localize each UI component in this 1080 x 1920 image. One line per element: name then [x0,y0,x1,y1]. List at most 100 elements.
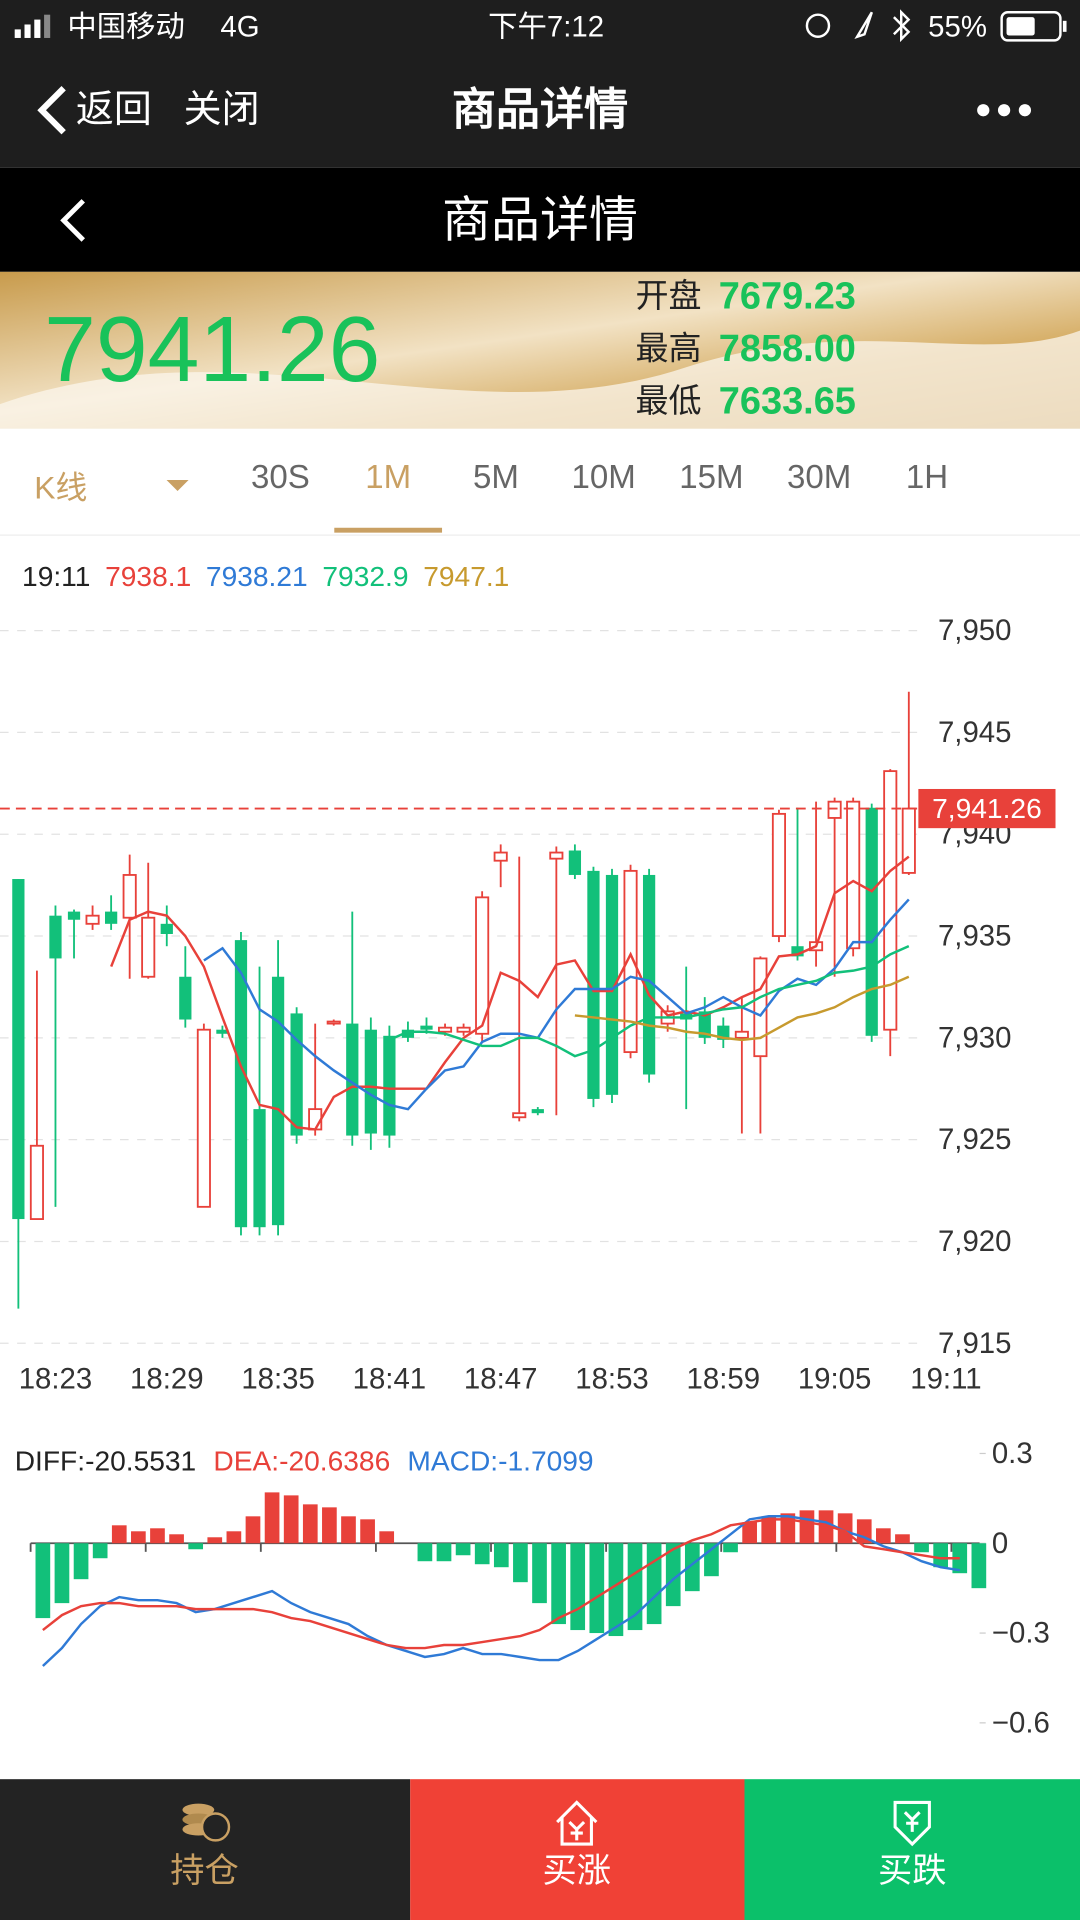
candle-body [105,911,118,924]
x-tick-label: 19:11 [910,1362,981,1395]
buy-up-icon [556,1800,598,1846]
candle-body [642,874,656,1075]
macd-bar [493,1543,509,1568]
more-button[interactable] [977,104,1032,117]
macd-bar [589,1543,605,1634]
candle-body [234,940,248,1228]
macd-bar [131,1531,146,1544]
buy-up-button[interactable] [410,1779,745,1920]
x-tick-label: 19:05 [798,1362,872,1395]
macd-bar [627,1543,643,1631]
header-back[interactable] [60,199,85,242]
buy-down-button[interactable] [744,1779,1080,1920]
carrier: 中国移动 [67,10,185,43]
ma-line [388,945,910,1058]
period-tab[interactable]: 30M [787,459,851,496]
macd-bar [264,1492,280,1544]
period-tab[interactable]: 1H [906,459,948,496]
macd-line [42,1515,960,1667]
macd-bar [417,1543,433,1562]
candle-body [85,914,100,925]
macd-bar [761,1516,777,1544]
candle-body [383,1035,396,1136]
candle-body [438,1026,453,1033]
open-value: 7679.23 [719,275,856,317]
y-tick-label: 7,935 [938,920,1012,953]
x-tick-label: 18:41 [353,1362,427,1395]
macd-bar [570,1543,586,1631]
candle-body [791,946,804,957]
macd-bar [665,1543,681,1607]
signal-icon [14,14,51,38]
status-icons [805,9,911,43]
y-tick-label: 7,915 [938,1327,1012,1360]
buy-down-label[interactable]: 买跌 [878,1852,947,1890]
candle-body [587,870,600,1099]
macd-bar [207,1537,223,1544]
period-tab[interactable]: 1M [365,459,411,496]
buy-down-icon [893,1800,931,1847]
y-tick-label: 7,925 [938,1123,1012,1156]
legend-time: 19:11 [22,561,90,592]
period-tab[interactable]: 15M [679,459,743,496]
macd-bar [551,1543,566,1625]
macd-bar [799,1510,815,1544]
x-tick-label: 18:59 [687,1362,761,1395]
y-tick-label: −0.6 [992,1706,1050,1739]
macd-bar [322,1507,337,1544]
candle-body [901,807,916,874]
tab-underline [334,527,443,533]
macd-bar [92,1543,108,1559]
candle-body [179,976,192,1020]
period-tab[interactable]: 5M [473,459,519,496]
legend-value: 7938.1 [105,561,191,592]
legend-value: 7938.21 [206,561,308,592]
high-label: 最高 [636,330,702,367]
header-bar [0,167,1080,272]
period-tab[interactable]: 10M [572,459,636,496]
macd-bar [513,1543,528,1583]
candle-body [364,1029,377,1134]
macd-bar [73,1543,89,1580]
macd-bar [188,1543,204,1550]
battery-text: 55% [928,10,987,43]
macd-bar [646,1543,662,1625]
close-button[interactable]: 关闭 [184,89,260,131]
back-text[interactable]: 返回 [76,89,152,131]
macd-bar [876,1528,891,1544]
macd-bar [150,1528,165,1544]
candle-body [401,1029,415,1038]
candle-body [12,879,25,1220]
buy-up-label[interactable]: 买涨 [542,1852,611,1890]
back-button[interactable]: 返回 [37,85,152,135]
macd-legend: DEA:-20.6386 [213,1445,390,1476]
dropdown-arrow[interactable] [166,480,189,492]
price-tag-label: 7,941.26 [932,793,1042,824]
macd-bar [914,1543,929,1553]
candle-body [290,1013,303,1136]
macd-bar [933,1543,948,1568]
candle-body [326,1020,341,1025]
hold-label[interactable]: 持仓 [170,1852,239,1890]
period-tabs: 30S 1M 5M 10M 15M 30M 1H [251,459,948,533]
candle-body [67,911,81,920]
candle-body [141,916,156,978]
candle-body [753,957,768,1058]
kline-select[interactable]: K线 [34,469,87,505]
macd-bar [302,1504,318,1544]
x-tick-label: 18:53 [575,1362,649,1395]
legend-value: 7932.9 [322,561,408,592]
clock: 下午7:12 [488,10,604,43]
macd-line [42,1518,960,1650]
y-tick-label: 7,945 [938,716,1012,749]
x-tick-label: 18:35 [241,1362,315,1395]
period-tab[interactable]: 30S [251,459,310,496]
candle-body [549,851,564,860]
network: 4G [220,10,259,43]
price: 7941.26 [44,297,380,401]
candle-body [456,1026,471,1033]
candle-body [49,915,62,959]
hold-button[interactable] [0,1779,411,1920]
legend-value: 7947.1 [423,561,509,592]
